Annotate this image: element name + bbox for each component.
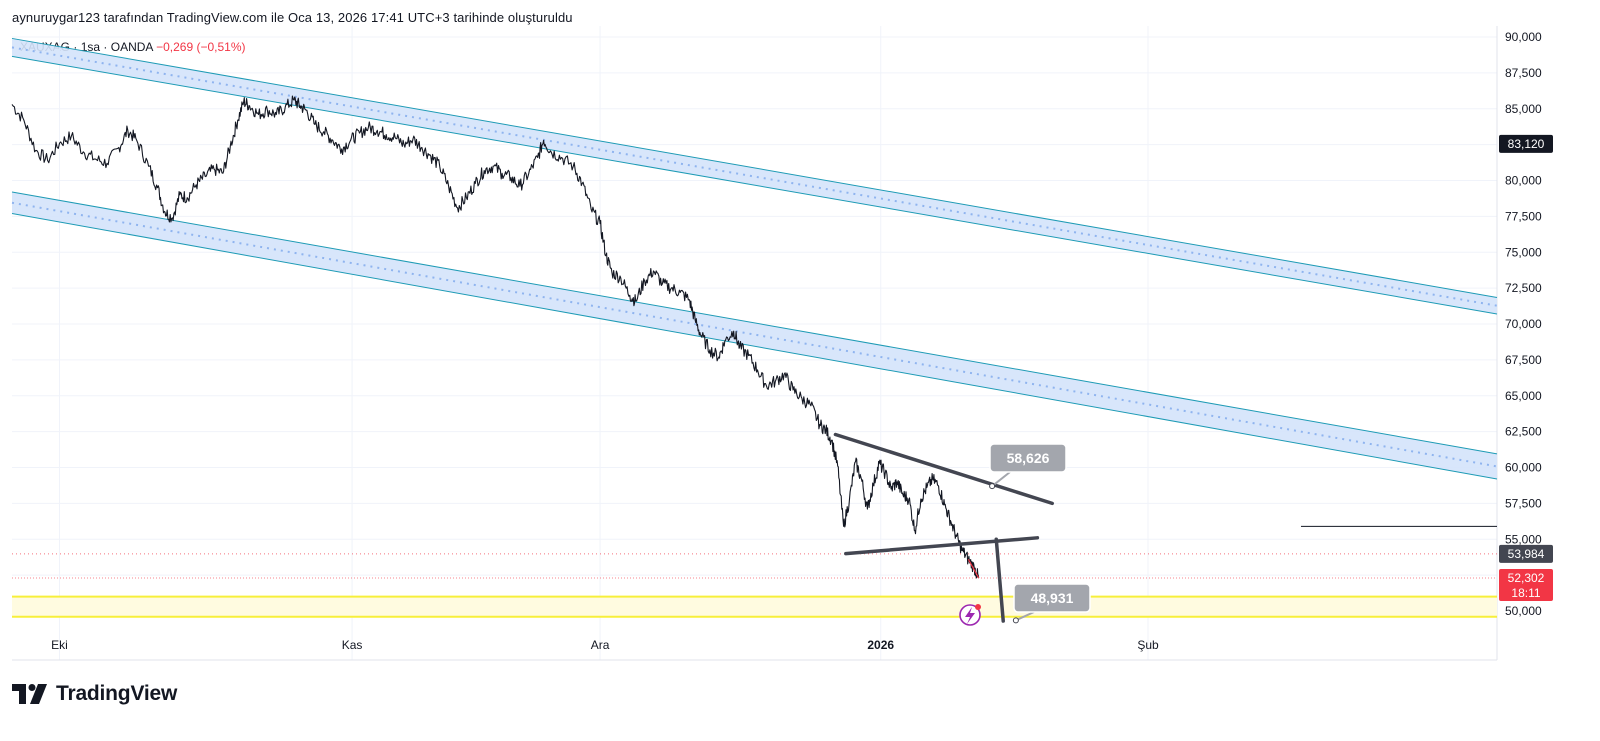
price-line [11, 95, 980, 579]
regression-channels [11, 37, 1498, 480]
upper-trend [833, 432, 1054, 506]
chart-header-caption: aynuruygar123 tarafından TradingView.com… [12, 10, 573, 25]
brand-name: TradingView [56, 682, 178, 705]
callout-box [1013, 583, 1091, 613]
time-axis-label: Ara [591, 638, 610, 652]
flash-icon-dot [975, 604, 981, 610]
price-axis-tick: 57,500 [1505, 496, 1542, 510]
callout-anchor [989, 483, 996, 490]
channel-fill [12, 38, 1497, 314]
alert-icon[interactable] [959, 604, 981, 626]
last-price-tag-bg [1499, 568, 1553, 601]
price-axis-tick: 90,000 [1505, 30, 1542, 44]
price-callouts: 58,626 48,931 [989, 443, 1091, 624]
tradingview-brand[interactable]: TradingView [12, 682, 177, 706]
callout-box [989, 443, 1067, 473]
channel-fill [12, 191, 1497, 479]
callout-leader [991, 471, 1011, 487]
symbol-sep-1: · [73, 40, 78, 54]
tradingview-logo-icon [12, 684, 47, 704]
drawing-lines [833, 432, 1497, 623]
price-axis-tick: 67,500 [1505, 353, 1542, 367]
price-axis-tick: 60,000 [1505, 461, 1542, 475]
price-axis-tick: 77,500 [1505, 209, 1542, 223]
support-zone-fill [12, 596, 1497, 617]
time-axis-label: Eki [51, 638, 68, 652]
countdown-tag: 18:11 [1511, 586, 1540, 600]
price-axis-tick: 65,000 [1505, 389, 1542, 403]
channel-top-line [11, 191, 1498, 455]
symbol-sep-2: · [103, 40, 108, 54]
flash-icon [965, 607, 975, 624]
price-axis-tick: 80,000 [1505, 174, 1542, 188]
time-axis-label: Kas [342, 638, 363, 652]
price-axis-tick: 55,000 [1505, 532, 1542, 546]
support-zone [12, 553, 1497, 618]
time-axis-label: 2026 [867, 638, 894, 652]
callout-leader [1015, 611, 1035, 622]
channel-top-line [11, 37, 1498, 298]
price-axis-tick: 72,500 [1505, 281, 1542, 295]
drop-line [994, 537, 1005, 623]
channel-bottom-line [11, 55, 1498, 315]
symbol-interval: 1sa [80, 40, 101, 54]
price-axis-tick: 62,500 [1505, 425, 1542, 439]
price-axis-tick: 75,000 [1505, 245, 1542, 259]
callout-label: 48,931 [1031, 590, 1074, 606]
price-line-last [967, 559, 980, 579]
price-series [11, 95, 980, 579]
price-axis-tick: 50,000 [1505, 604, 1542, 618]
lower-trend [844, 536, 1040, 556]
crosshair-price-tag: 83,120 [1508, 137, 1545, 151]
price-axis-tick: 85,000 [1505, 102, 1542, 116]
symbol-source: OANDA [110, 40, 153, 54]
symbol-change: −0,269 (−0,51%) [156, 40, 246, 54]
prev-close-tag-bg [1499, 544, 1553, 563]
last-price-tag: 52,302 [1508, 571, 1545, 585]
price-axis[interactable]: 90,00087,50085,00082,50080,00077,50075,0… [1505, 30, 1542, 618]
crosshair-price-tag-bg [1499, 134, 1553, 153]
price-axis-tick: 70,000 [1505, 317, 1542, 331]
prev-close-tag: 53,984 [1508, 547, 1545, 561]
channel-bottom-line [11, 213, 1498, 480]
callout-anchor [1012, 617, 1019, 624]
time-axis[interactable]: Eki Kas Ara 2026 Şub [51, 638, 1159, 652]
time-axis-label: Şub [1137, 638, 1159, 652]
callout-label: 58,626 [1007, 450, 1050, 466]
price-axis-tick: 87,500 [1505, 66, 1542, 80]
